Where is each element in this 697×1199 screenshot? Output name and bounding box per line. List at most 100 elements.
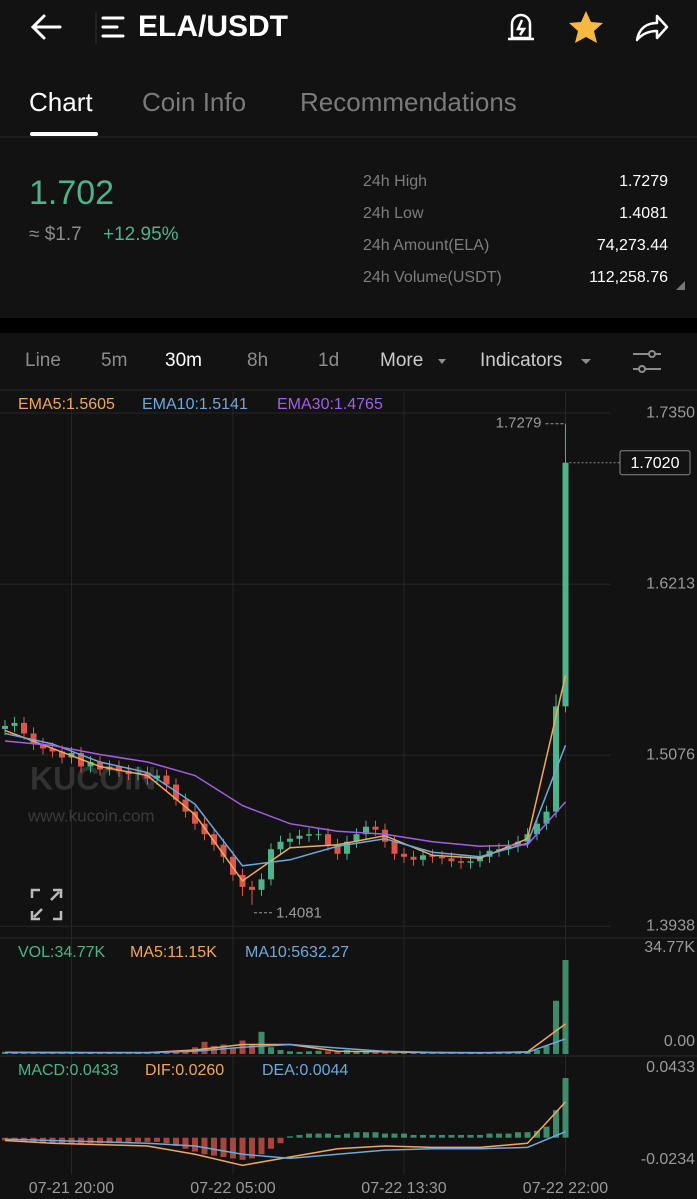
bar [154, 1052, 160, 1054]
bar [306, 1051, 312, 1054]
bar [505, 1133, 512, 1138]
candle-body [116, 766, 122, 772]
high-label: 1.7279 [496, 415, 542, 432]
bar [154, 1137, 160, 1142]
bar [173, 1137, 179, 1146]
bar [391, 1052, 398, 1054]
candle-body [458, 861, 464, 863]
candle-body [410, 856, 417, 860]
candle-body [401, 853, 407, 857]
candle-body [372, 826, 379, 830]
candle-body [277, 841, 284, 850]
watermark: www.kucoin.com [27, 806, 155, 825]
bar [59, 1052, 65, 1054]
legend-entry: MA10:5632.27 [245, 944, 349, 961]
bar [553, 1110, 559, 1138]
bar [401, 1052, 407, 1054]
stat-value: 1.7279 [619, 173, 668, 190]
candle-body [21, 722, 27, 734]
bar [249, 1044, 255, 1054]
bar [325, 1133, 331, 1138]
menu-icon[interactable] [101, 16, 125, 38]
stat-label: 24h High [363, 173, 428, 190]
bar [410, 1052, 417, 1054]
candle-body [325, 834, 331, 845]
bar [515, 1132, 521, 1138]
legend-entry: EMA10:1.5141 [142, 396, 248, 413]
interval[interactable]: 8h [247, 350, 269, 371]
candle-body [163, 775, 170, 785]
interval[interactable]: 1d [318, 350, 340, 371]
bar [420, 1052, 426, 1054]
tab[interactable]: Coin Info [142, 87, 247, 117]
candle-body [192, 811, 198, 824]
corner-mark [676, 281, 685, 290]
bar [363, 1132, 369, 1138]
bar [344, 1133, 350, 1138]
more[interactable]: More [380, 350, 424, 371]
candle-body [543, 811, 550, 824]
last-price: 1.702 [29, 174, 115, 212]
bar [477, 1134, 483, 1138]
bar [287, 1136, 293, 1138]
tab[interactable]: Chart [29, 87, 93, 117]
bar [410, 1134, 417, 1138]
candle-body [429, 855, 436, 857]
y-tick-label: 1.3938 [646, 917, 695, 934]
bar [458, 1053, 464, 1054]
favorite-icon[interactable] [569, 11, 603, 43]
candle-body [344, 841, 350, 854]
bar [125, 1137, 132, 1142]
bar [211, 1137, 217, 1156]
back-icon[interactable] [30, 14, 62, 40]
alert-icon[interactable] [508, 13, 534, 41]
candle-body [391, 841, 398, 854]
candle-body [363, 826, 369, 835]
bar [429, 1134, 436, 1138]
bar [230, 1048, 236, 1054]
interval[interactable]: 30m [165, 350, 202, 371]
bar [116, 1052, 122, 1054]
bar [486, 1133, 493, 1138]
bar [467, 1134, 474, 1138]
candle-body [154, 775, 160, 779]
indicator-line [4, 1023, 566, 1054]
bar [401, 1133, 407, 1138]
bar [372, 1051, 379, 1054]
indicators[interactable]: Indicators [480, 350, 563, 371]
indicator-line [5, 1038, 566, 1054]
bar [534, 1130, 540, 1138]
bar [201, 1137, 208, 1155]
candle-body [11, 722, 18, 726]
bar [144, 1137, 151, 1142]
candle-body [182, 799, 189, 812]
settings-icon[interactable] [633, 350, 661, 373]
change: +12.95% [103, 224, 179, 245]
bar [268, 1047, 274, 1054]
interval[interactable]: Line [25, 350, 61, 371]
legend-entry: VOL:34.77K [18, 944, 106, 961]
bar [306, 1133, 312, 1138]
candle-body [315, 834, 322, 836]
candle-body [220, 844, 227, 857]
candle-body [49, 748, 56, 752]
indicator-line [4, 1101, 567, 1167]
tab[interactable]: Recommendations [300, 87, 517, 117]
bar [163, 1052, 170, 1054]
candle-body [505, 846, 512, 850]
candle-body [334, 844, 341, 854]
indicator-line [4, 1130, 566, 1160]
share-icon[interactable] [635, 14, 669, 42]
bar [315, 1133, 322, 1138]
bar [524, 1132, 531, 1138]
bar [87, 1137, 94, 1144]
candle-body [230, 856, 236, 875]
stat-label: 24h Low [363, 205, 424, 222]
expand-icon[interactable] [30, 888, 63, 921]
candle-body [306, 834, 312, 836]
candle-body [534, 823, 540, 835]
interval[interactable]: 5m [101, 350, 128, 371]
stat-label: 24h Amount(ELA) [363, 237, 490, 254]
bar [106, 1137, 113, 1144]
